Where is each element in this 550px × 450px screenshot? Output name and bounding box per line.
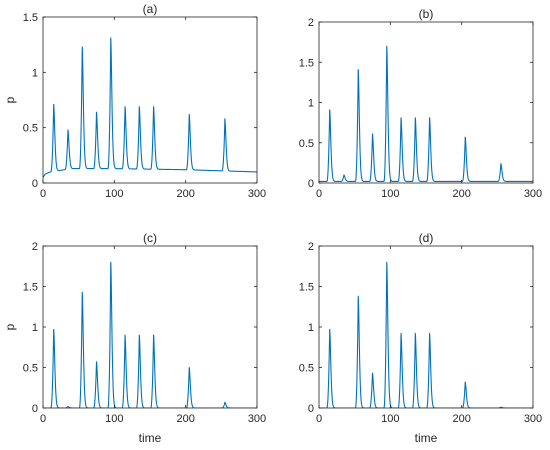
y-tick-label: 2 [308,241,314,253]
series-line [319,45,533,182]
y-tick-label: 1 [308,322,314,334]
x-tick-label: 100 [381,188,399,200]
panel-title: (d) [419,231,434,245]
y-tick-label: 1 [308,98,314,110]
x-tick-label: 300 [248,413,266,425]
x-tick-label: 300 [248,188,266,200]
y-tick-label: 1.5 [23,12,38,24]
y-tick-label: 0.5 [299,363,314,375]
x-tick-label: 200 [176,188,194,200]
panel-3: 0 100 200 300 0 0.5 1 1.5 2 (c) p time [3,231,266,445]
y-tick-label: 0.5 [299,138,314,150]
series-line [319,261,533,408]
y-tick-label: 1 [32,322,38,334]
panel-2: 0 100 200 300 0 0.5 1 1.5 2 (b) [299,7,542,200]
x-tick-label: 100 [105,188,123,200]
panel-title: (a) [143,2,158,16]
axes-frame [42,245,258,409]
y-axis-label: p [3,96,17,103]
panel-1: 0 100 200 300 0 0.5 1 1.5 (a) p [3,2,266,200]
x-axis-label: time [415,431,438,445]
y-tick-label: 0 [32,403,38,415]
x-tick-label: 200 [176,413,194,425]
x-tick-label: 200 [452,413,470,425]
x-tick-label: 100 [105,413,123,425]
y-axis-label: p [3,323,17,330]
x-tick-label: 0 [40,188,46,200]
x-tick-label: 300 [524,413,542,425]
axes-frame [42,16,258,184]
y-tick-label: 1.5 [23,282,38,294]
panel-title: (b) [419,7,434,21]
x-tick-label: 200 [452,188,470,200]
x-axis-label: time [139,431,162,445]
y-tick-label: 0 [32,178,38,190]
series-line [43,37,257,178]
y-tick-label: 0.5 [23,123,38,135]
series-line [43,261,257,408]
panel-title: (c) [143,231,157,245]
x-tick-label: 0 [316,188,322,200]
y-tick-label: 1 [32,67,38,79]
x-tick-label: 300 [524,188,542,200]
y-tick-label: 1.5 [299,57,314,69]
y-tick-label: 0 [308,403,314,415]
axes-frame [318,245,534,409]
panel-4: 0 100 200 300 0 0.5 1 1.5 2 (d) time [299,231,542,445]
y-tick-label: 0 [308,178,314,190]
y-tick-label: 0.5 [23,363,38,375]
axes-frame [318,21,534,184]
y-tick-label: 2 [308,17,314,29]
x-tick-label: 0 [40,413,46,425]
x-tick-label: 100 [381,413,399,425]
x-tick-label: 0 [316,413,322,425]
y-tick-label: 2 [32,241,38,253]
y-tick-label: 1.5 [299,282,314,294]
